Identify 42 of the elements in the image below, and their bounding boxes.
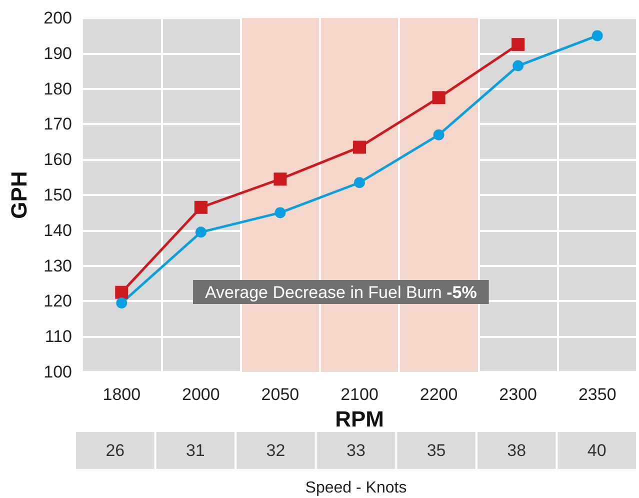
y-tick-label: 120	[44, 292, 72, 311]
y-tick-label: 160	[44, 150, 72, 170]
point	[354, 177, 365, 188]
y-axis-title: GPH	[6, 171, 32, 219]
x-tick-label: 2200	[420, 385, 458, 404]
point	[274, 207, 286, 218]
text: 26	[106, 441, 125, 460]
y-tick-label: 190	[44, 44, 72, 63]
y-tick-label: 170	[44, 114, 72, 134]
text: 31	[186, 441, 205, 460]
y-tick-label: 110	[44, 327, 72, 346]
x-tick-label: 2000	[182, 385, 220, 404]
x-tick-label: 1800	[102, 385, 141, 404]
y-tick-label: 180	[44, 79, 72, 98]
text: 38	[507, 441, 526, 460]
x-tick-label: 2300	[499, 385, 537, 404]
point	[116, 297, 128, 308]
text: 40	[587, 441, 606, 460]
text: 33	[346, 441, 366, 460]
point	[353, 140, 366, 154]
point	[194, 200, 208, 214]
point	[115, 286, 128, 299]
point	[195, 226, 206, 238]
y-tick-label: 130	[44, 256, 72, 276]
y-tick-label: 100	[44, 362, 72, 382]
point	[433, 129, 444, 140]
point	[592, 30, 603, 42]
y-tick-label: 140	[44, 220, 72, 240]
point	[432, 91, 446, 104]
y-tick-label: 200	[44, 8, 72, 28]
y-tick-label: 150	[44, 186, 72, 204]
text: Speed - Knots	[305, 480, 407, 496]
annotation: Average Decrease in Fuel Burn -5%	[205, 283, 477, 302]
text: 35	[426, 441, 446, 460]
x-tick-label: 2350	[578, 385, 616, 404]
x-tick-label: 2100	[340, 385, 378, 404]
x-tick-label: 2050	[261, 385, 300, 404]
point	[512, 38, 525, 52]
point	[512, 60, 524, 72]
text: 32	[266, 441, 286, 460]
x-axis-title: RPM	[335, 406, 384, 432]
point	[274, 172, 287, 186]
